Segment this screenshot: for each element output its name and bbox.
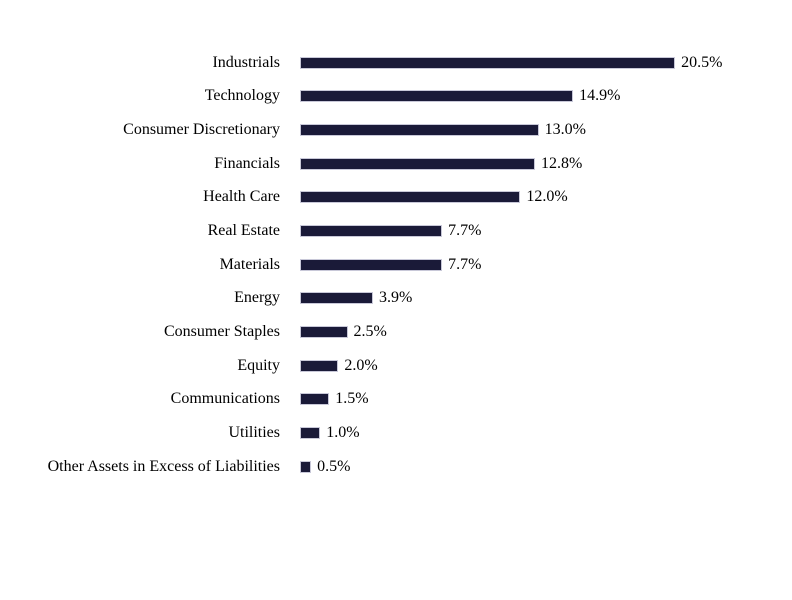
value-label: 1.5% bbox=[335, 390, 369, 408]
bar-area: 1.0% bbox=[300, 424, 360, 442]
value-label: 7.7% bbox=[448, 255, 482, 273]
bar-area: 13.0% bbox=[300, 121, 586, 139]
bar bbox=[300, 427, 321, 440]
bar-area: 2.0% bbox=[300, 357, 378, 375]
category-label: Technology bbox=[204, 87, 280, 105]
chart-row: Financials 12.8% bbox=[0, 147, 792, 181]
category-label: Financials bbox=[214, 154, 280, 172]
value-label: 12.0% bbox=[526, 188, 568, 206]
category-label: Industrials bbox=[212, 53, 280, 71]
category-label: Consumer Discretionary bbox=[123, 121, 280, 139]
value-label: 1.0% bbox=[326, 424, 360, 442]
value-label: 0.5% bbox=[317, 457, 351, 475]
category-label: Other Assets in Excess of Liabilities bbox=[47, 457, 280, 475]
bar-area: 12.8% bbox=[300, 155, 582, 173]
category-label: Communications bbox=[170, 390, 280, 408]
bar-area: 0.5% bbox=[300, 458, 350, 476]
bar-area: 7.7% bbox=[300, 256, 481, 274]
bar bbox=[300, 326, 348, 339]
bar-area: 12.0% bbox=[300, 188, 568, 206]
bar-area: 7.7% bbox=[300, 222, 481, 240]
value-label: 12.8% bbox=[540, 154, 583, 172]
bar bbox=[300, 124, 539, 137]
chart-row: Equity 2.0% bbox=[0, 349, 792, 383]
category-label: Equity bbox=[237, 356, 280, 374]
bar bbox=[300, 460, 312, 473]
chart-row: Utilities 1.0% bbox=[0, 416, 792, 450]
value-label: 7.7% bbox=[448, 222, 482, 240]
chart-row: Materials 7.7% bbox=[0, 248, 792, 282]
value-label: 13.0% bbox=[544, 121, 586, 139]
bar bbox=[300, 56, 676, 69]
bar bbox=[300, 359, 339, 372]
chart-row: Energy 3.9% bbox=[0, 282, 792, 316]
bar-area: 20.5% bbox=[300, 54, 722, 72]
value-label: 20.5% bbox=[681, 53, 723, 71]
chart-row: Industrials 20.5% bbox=[0, 46, 792, 80]
bar bbox=[300, 191, 521, 204]
chart-row: Communications 1.5% bbox=[0, 383, 792, 417]
bar bbox=[300, 90, 574, 103]
bar-chart: Industrials 20.5% Technology 14.9% Consumer … bbox=[0, 46, 792, 484]
chart-row: Consumer Staples 2.5% bbox=[0, 315, 792, 349]
chart-row: Consumer Discretionary 13.0% bbox=[0, 113, 792, 147]
category-label: Materials bbox=[219, 255, 280, 273]
category-label: Consumer Staples bbox=[164, 323, 280, 341]
bar bbox=[300, 393, 330, 406]
chart-row: Health Care 12.0% bbox=[0, 181, 792, 215]
bar bbox=[300, 157, 535, 170]
category-label: Utilities bbox=[228, 424, 280, 442]
chart-row: Other Assets in Excess of Liabilities 0.5… bbox=[0, 450, 792, 484]
bar-area: 14.9% bbox=[300, 87, 621, 105]
value-label: 2.0% bbox=[344, 356, 378, 374]
value-label: 14.9% bbox=[579, 87, 621, 105]
chart-row: Real Estate 7.7% bbox=[0, 214, 792, 248]
bar-area: 1.5% bbox=[300, 390, 369, 408]
value-label: 2.5% bbox=[353, 323, 387, 341]
category-label: Health Care bbox=[203, 188, 280, 206]
category-label: Real Estate bbox=[207, 222, 280, 240]
chart-row: Technology 14.9% bbox=[0, 80, 792, 114]
category-label: Energy bbox=[234, 289, 280, 307]
value-label: 3.9% bbox=[378, 289, 413, 307]
bar-area: 2.5% bbox=[300, 323, 387, 341]
bar bbox=[300, 292, 373, 305]
bar bbox=[300, 225, 443, 238]
bar-area: 3.9% bbox=[300, 289, 412, 307]
bar bbox=[300, 258, 443, 271]
